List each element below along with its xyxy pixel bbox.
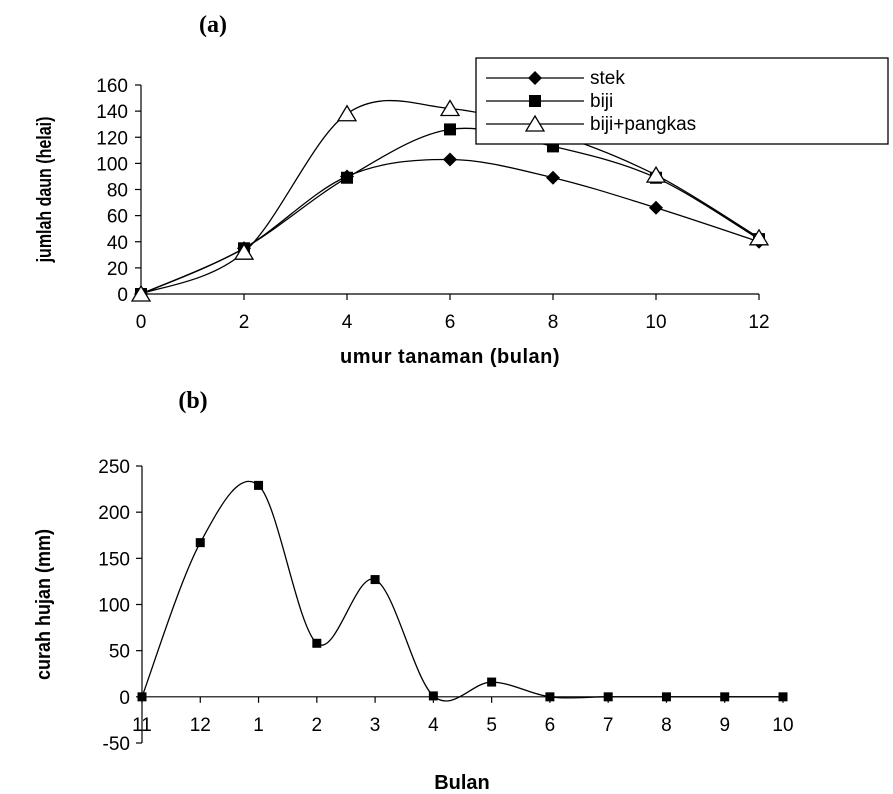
x-axis-title: umur tanaman (bulan) (340, 346, 560, 368)
x-tick-label: 12 (748, 312, 769, 333)
series-line-curah-hujan (141, 480, 783, 702)
y-tick-label: 60 (107, 207, 128, 228)
x-tick-label: 3 (370, 715, 381, 736)
x-tick-label: 10 (645, 312, 666, 333)
x-tick-label: 11 (132, 715, 152, 736)
legend-label: biji+pangkas (590, 114, 696, 135)
x-tick-label: 7 (603, 715, 614, 736)
y-tick-label: 200 (98, 503, 130, 524)
data-point-biji (341, 171, 353, 184)
x-tick-label: 4 (428, 715, 439, 736)
x-tick-label: 9 (719, 715, 730, 736)
y-tick-label: 100 (96, 154, 128, 175)
data-point-biji+pangkas (748, 228, 770, 246)
data-point-stek (546, 170, 560, 185)
y-axis-title: jumlah daun (helai) (33, 117, 55, 264)
data-point-curah-hujan (312, 638, 322, 648)
x-tick-label: 1 (253, 715, 264, 736)
y-tick-label: 0 (119, 688, 130, 709)
data-point-curah-hujan (254, 480, 264, 490)
data-point-curah-hujan (487, 677, 497, 687)
data-point-curah-hujan (720, 692, 730, 702)
x-tick-label: 2 (312, 715, 323, 736)
chart-a: 0 20 40 60 80 100 120 140 160 0 2 4 6 8 10 12 umur tanam… (33, 57, 889, 368)
y-tick-label: 140 (96, 102, 128, 123)
data-point-curah-hujan (545, 692, 555, 702)
x-tick-label: 5 (486, 715, 497, 736)
data-point-curah-hujan (428, 691, 438, 701)
legend-label: biji (590, 91, 613, 112)
legend-marker (529, 95, 541, 107)
y-tick-label: 120 (96, 128, 128, 149)
data-point-biji+pangkas (645, 165, 667, 183)
panel-label-a: (a) (199, 12, 227, 38)
data-point-biji+pangkas (439, 99, 461, 117)
data-point-curah-hujan (137, 692, 147, 702)
x-tick-label: 10 (772, 715, 793, 736)
x-tick-label: 0 (136, 312, 147, 333)
legend-marker (524, 114, 546, 132)
y-tick-label: 50 (109, 642, 130, 663)
data-point-curah-hujan (603, 692, 613, 702)
data-point-curah-hujan (661, 692, 671, 702)
data-point-curah-hujan (195, 538, 205, 548)
y-tick-label: 80 (107, 181, 128, 202)
y-axis-title: curah hujan (mm) (33, 529, 55, 680)
y-tick-label: 150 (98, 549, 130, 570)
x-tick-label: 8 (661, 715, 672, 736)
data-point-biji+pangkas (336, 104, 358, 122)
x-tick-label: 6 (545, 715, 556, 736)
data-point-biji+pangkas (233, 242, 255, 260)
legend-label: stek (590, 68, 625, 89)
data-point-biji+pangkas (130, 284, 152, 302)
x-tick-label: 12 (190, 715, 211, 736)
data-point-stek (443, 152, 457, 167)
x-tick-label: 2 (239, 312, 250, 333)
y-tick-label: 0 (117, 285, 128, 306)
data-point-stek (649, 200, 663, 215)
data-point-biji (444, 123, 456, 136)
legend-marker (528, 71, 542, 85)
y-tick-label: 40 (107, 233, 128, 254)
x-tick-label: 4 (342, 312, 353, 333)
data-point-curah-hujan (778, 692, 788, 702)
y-tick-label: 250 (98, 457, 130, 478)
panel-label-b: (b) (178, 388, 207, 414)
series-line-stek (140, 158, 760, 295)
y-tick-label: 160 (96, 76, 128, 97)
y-tick-label: 20 (107, 259, 128, 280)
y-tick-label: -50 (103, 734, 130, 755)
x-axis-title: Bulan (434, 772, 490, 794)
x-tick-label: 6 (445, 312, 456, 333)
data-point-curah-hujan (370, 575, 380, 585)
y-tick-label: 100 (98, 596, 130, 617)
x-tick-label: 8 (548, 312, 559, 333)
